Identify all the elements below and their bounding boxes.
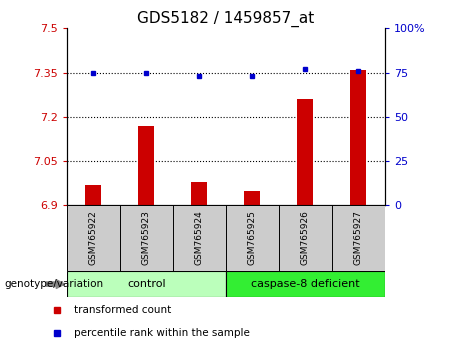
Bar: [244, 190, 260, 205]
Bar: [85, 185, 101, 205]
Bar: [226, 271, 385, 297]
Text: transformed count: transformed count: [75, 305, 172, 315]
Text: genotype/variation: genotype/variation: [5, 279, 104, 289]
Text: control: control: [127, 279, 165, 289]
Title: GDS5182 / 1459857_at: GDS5182 / 1459857_at: [137, 11, 314, 27]
Text: GSM765924: GSM765924: [195, 211, 204, 265]
Bar: [191, 182, 207, 205]
Text: GSM765923: GSM765923: [142, 211, 151, 266]
Text: GSM765927: GSM765927: [354, 211, 363, 266]
Text: GSM765922: GSM765922: [89, 211, 98, 265]
Text: GSM765925: GSM765925: [248, 211, 257, 266]
Bar: [297, 99, 313, 205]
Text: caspase-8 deficient: caspase-8 deficient: [251, 279, 360, 289]
Bar: [138, 126, 154, 205]
Text: percentile rank within the sample: percentile rank within the sample: [75, 328, 250, 338]
Bar: [350, 70, 366, 205]
Bar: [67, 271, 226, 297]
Text: GSM765926: GSM765926: [301, 211, 310, 266]
